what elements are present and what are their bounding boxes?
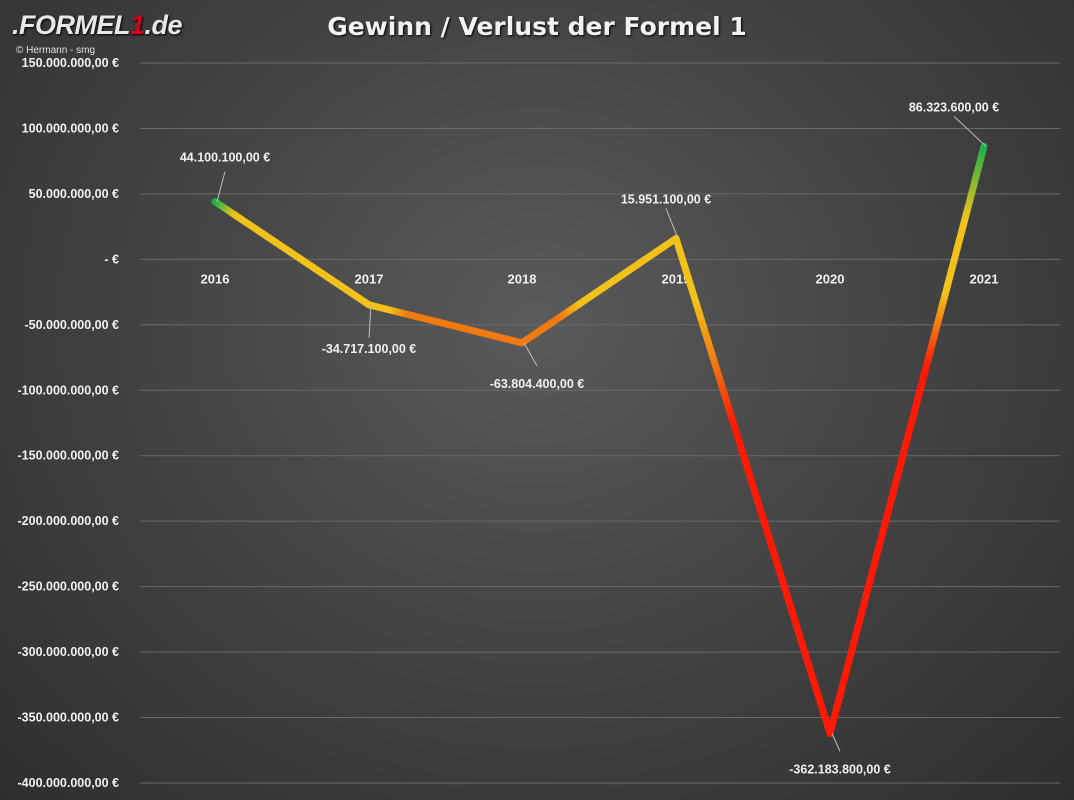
y-tick-label: -300.000.000,00 € <box>18 645 120 659</box>
x-tick-label: 2018 <box>508 271 537 286</box>
leader-line <box>216 171 226 202</box>
photo-credit: © Hermann - smg <box>16 45 96 56</box>
x-tick-label: 2021 <box>970 271 999 286</box>
leader-line <box>368 304 372 338</box>
leader-line <box>665 208 679 239</box>
gridlines <box>140 62 1060 784</box>
series-segment <box>672 234 834 737</box>
y-tick-label: -200.000.000,00 € <box>18 514 120 528</box>
data-label: 15.951.100,00 € <box>621 192 711 206</box>
y-tick-label: -250.000.000,00 € <box>18 580 120 594</box>
y-axis-tick-labels: 150.000.000,00 € 100.000.000,00 € 50.000.0… <box>18 56 120 790</box>
y-tick-label: -350.000.000,00 € <box>18 711 120 725</box>
y-tick-label: 100.000.000,00 € <box>22 121 119 135</box>
data-label: -34.717.100,00 € <box>322 342 417 356</box>
y-tick-label: 150.000.000,00 € <box>22 56 119 70</box>
x-tick-label: 2019 <box>662 271 691 286</box>
chart-title: Gewinn / Verlust der Formel 1 <box>327 12 747 41</box>
y-tick-label: - € <box>104 252 119 266</box>
data-label-leaders <box>216 115 987 752</box>
x-tick-label: 2017 <box>355 271 384 286</box>
series-segment <box>211 198 373 309</box>
data-label: -362.183.800,00 € <box>789 762 891 776</box>
data-label: -63.804.400,00 € <box>490 377 585 391</box>
y-tick-label: -100.000.000,00 € <box>18 383 120 397</box>
x-tick-label: 2020 <box>816 271 845 286</box>
y-tick-label: -400.000.000,00 € <box>18 776 120 790</box>
y-tick-label: 50.000.000,00 € <box>29 187 119 201</box>
x-tick-label: 2016 <box>201 271 230 286</box>
series-segment <box>365 301 526 347</box>
data-labels: 44.100.100,00 € -34.717.100,00 € -63.804.4… <box>180 100 999 776</box>
series-line <box>211 142 988 737</box>
formel1-logo: .FORMEL1.de <box>12 10 183 40</box>
data-label: 86.323.600,00 € <box>909 100 999 114</box>
leader-line <box>831 733 841 752</box>
leader-line <box>953 115 987 147</box>
data-label: 44.100.100,00 € <box>180 151 270 165</box>
y-tick-label: -50.000.000,00 € <box>24 318 119 332</box>
x-axis-tick-labels: 2016 2017 2018 2019 2020 2021 <box>201 271 999 286</box>
y-tick-label: -150.000.000,00 € <box>18 449 120 463</box>
series-segment <box>826 142 988 737</box>
series-segment <box>518 234 680 347</box>
leader-line <box>523 342 538 367</box>
